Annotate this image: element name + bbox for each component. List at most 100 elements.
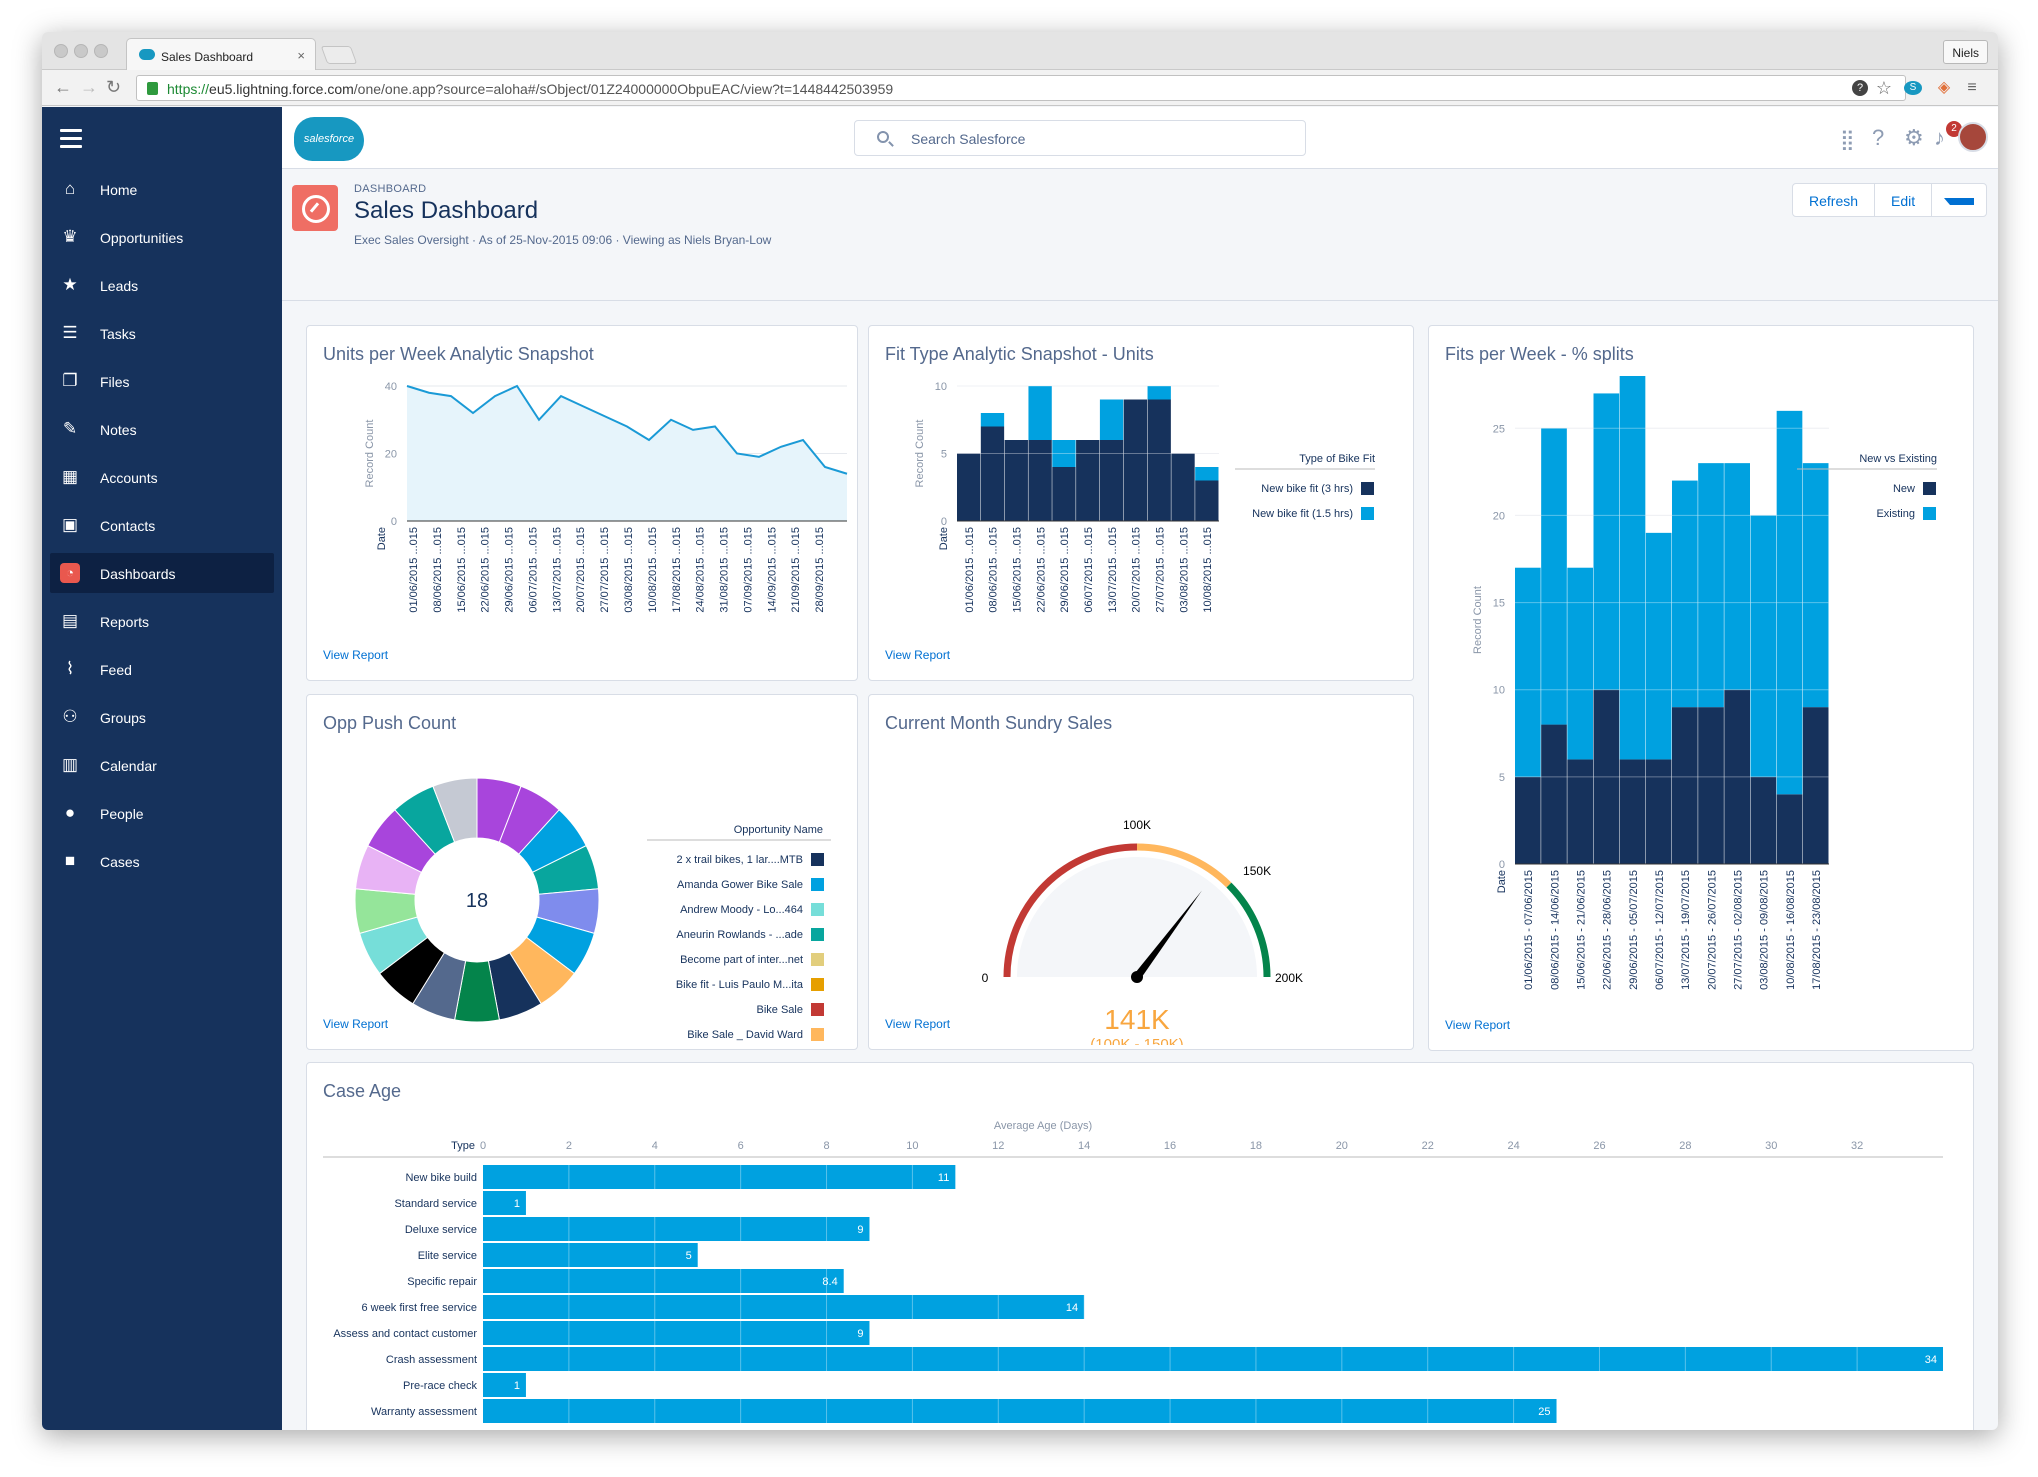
bar-value-label: 34 (1925, 1354, 1937, 1366)
extension-shield-icon[interactable]: ◈ (1937, 79, 1951, 96)
y-tick-label: 20 (385, 449, 397, 461)
y-tick-label: 5 (1499, 772, 1505, 784)
y-tick-label: 15 (1493, 598, 1505, 610)
y-axis-title: Type (451, 1140, 475, 1152)
gauge-band (1226, 882, 1271, 978)
refresh-button[interactable]: Refresh (1793, 184, 1876, 216)
close-tab-icon[interactable]: × (297, 48, 305, 63)
x-tick-label: 17/08/2015 - 23/08/2015 (1811, 870, 1823, 990)
help-icon[interactable]: ? (1872, 125, 1885, 150)
x-tick-label: 21/09/2015 ...015 (790, 527, 802, 613)
fits-view-report-link[interactable]: View Report (1445, 1018, 1511, 1032)
x-tick-label: 8 (823, 1140, 829, 1152)
x-tick-label: 31/08/2015 ...015 (719, 527, 731, 613)
browser-menu-icon[interactable]: ≡ (1967, 79, 1977, 96)
setup-gear-icon[interactable]: ⚙ (1904, 125, 1924, 150)
dashboard-icon: ◔ (60, 563, 80, 583)
reload-icon[interactable]: ↻ (106, 77, 122, 97)
x-tick-label: 20/07/2015 ...015 (1131, 527, 1143, 613)
sundry-view-report-link[interactable]: View Report (885, 1017, 951, 1031)
category-label: 6 week first free service (361, 1302, 477, 1314)
browser-profile-button[interactable]: Niels (1943, 40, 1988, 64)
sidebar-item-leads[interactable]: ★ Leads (50, 265, 274, 305)
salesforce-extension-icon[interactable]: S (1904, 81, 1922, 95)
address-bar[interactable]: https://eu5.lightning.force.com/one/one.… (136, 75, 1906, 101)
y-tick-label: 10 (1493, 685, 1505, 697)
sidebar-item-label: Feed (100, 662, 132, 678)
gauge-tick-label: 100K (1123, 818, 1151, 832)
case-chart: Average Age (Days)Type 0 2 4 6 8 10 12 14 16 18 20 2… (323, 1120, 1943, 1425)
legend-label: Bike fit - Luis Paulo M...ita (676, 979, 804, 991)
bar-segment-existing (1672, 480, 1698, 708)
opp-card-title: Opp Push Count (323, 713, 457, 733)
extension-key-icon[interactable]: ? (1852, 80, 1868, 96)
sidebar-item-accounts[interactable]: ▦ Accounts (50, 457, 274, 497)
bar-segment-existing (1698, 463, 1724, 708)
area-fill (407, 386, 847, 521)
sidebar-item-label: Contacts (100, 518, 156, 534)
sidebar-item-tasks[interactable]: ☰ Tasks (50, 313, 274, 353)
sidebar-item-cases[interactable]: ■ Cases (50, 841, 274, 881)
x-tick-label: 20/07/2015 - 26/07/2015 (1706, 870, 1718, 990)
sidebar-item-home[interactable]: ⌂ Home (50, 169, 274, 209)
bar (483, 1165, 956, 1189)
x-tick-label: 22/06/2015 ...015 (480, 527, 492, 613)
salesforce-favicon-icon (139, 49, 155, 60)
x-tick-label: 18 (1250, 1140, 1262, 1152)
fittype-view-report-link[interactable]: View Report (885, 648, 951, 662)
sidebar-item-contacts[interactable]: ▣ Contacts (50, 505, 274, 545)
opp-view-report-link[interactable]: View Report (323, 1017, 389, 1031)
sidebar-item-people[interactable]: ● People (50, 793, 274, 833)
bar (483, 1295, 1085, 1319)
legend-title: Opportunity Name (734, 824, 823, 836)
more-actions-button[interactable] (1932, 184, 1986, 216)
x-tick-label: 29/06/2015 ...015 (504, 527, 516, 613)
calendar-icon: ▥ (61, 755, 79, 774)
menu-hamburger-icon[interactable] (60, 129, 82, 153)
bar-segment-new-bike-fit-3-hrs- (1052, 467, 1076, 521)
bar-segment-new (1724, 689, 1750, 864)
search-icon (877, 131, 889, 143)
sidebar-item-dashboards[interactable]: ◔ Dashboards (50, 553, 274, 593)
bookmark-star-icon[interactable]: ☆ (1875, 78, 1893, 98)
back-arrow-icon[interactable]: ← (54, 77, 72, 97)
x-tick-label: 29/06/2015 ...015 (1059, 527, 1071, 613)
legend-label: Andrew Moody - Lo...464 (680, 904, 803, 916)
x-tick-label: 27/07/2015 - 02/08/2015 (1732, 870, 1744, 990)
bar-segment-new-bike-fit-1-5-hrs- (1099, 399, 1124, 440)
x-tick-label: 26 (1593, 1140, 1605, 1152)
sidebar-item-calendar[interactable]: ▥ Calendar (50, 745, 274, 785)
sidebar-item-reports[interactable]: ▤ Reports (50, 601, 274, 641)
sidebar-item-feed[interactable]: ⌇ Feed (50, 649, 274, 689)
app-launcher-icon[interactable]: ⣿ (1840, 129, 1855, 151)
search-input[interactable]: Search Salesforce (854, 120, 1306, 156)
sidebar-item-notes[interactable]: ✎ Notes (50, 409, 274, 449)
category-label: Elite service (418, 1250, 477, 1262)
salesforce-logo[interactable]: salesforce (294, 117, 364, 161)
user-avatar[interactable] (1958, 122, 1988, 152)
edit-button[interactable]: Edit (1875, 184, 1933, 216)
forward-arrow-icon[interactable]: → (80, 77, 98, 97)
sidebar-item-groups[interactable]: ⚇ Groups (50, 697, 274, 737)
minimize-window-button[interactable] (74, 44, 88, 58)
y-tick-label: 20 (1493, 510, 1505, 522)
browser-tab-title: Sales Dashboard (161, 50, 254, 64)
bar-segment-existing (1593, 393, 1620, 690)
units-view-report-link[interactable]: View Report (323, 648, 389, 662)
sundry-card-title: Current Month Sundry Sales (885, 713, 1113, 733)
url-scheme: https:// (167, 81, 210, 97)
sidebar-item-files[interactable]: ❐ Files (50, 361, 274, 401)
sidebar-item-opportunities[interactable]: ♛ Opportunities (50, 217, 274, 257)
legend-swatch (1923, 507, 1936, 520)
x-tick-label: 17/08/2015 ...015 (671, 527, 683, 613)
browser-tab[interactable]: Sales Dashboard × (126, 38, 316, 70)
x-tick-label: 24 (1507, 1140, 1519, 1152)
zoom-window-button[interactable] (94, 44, 108, 58)
notification-bell-icon[interactable]: ♪ (1934, 125, 1945, 150)
close-window-button[interactable] (54, 44, 68, 58)
browser-window: Sales Dashboard × Niels ← → ↻ https://eu… (42, 32, 1998, 1430)
bar-segment-new-bike-fit-1-5-hrs- (1195, 467, 1219, 481)
y-tick-label: 25 (1493, 423, 1505, 435)
bar-segment-new (1593, 689, 1620, 864)
new-tab-button[interactable] (320, 46, 358, 64)
